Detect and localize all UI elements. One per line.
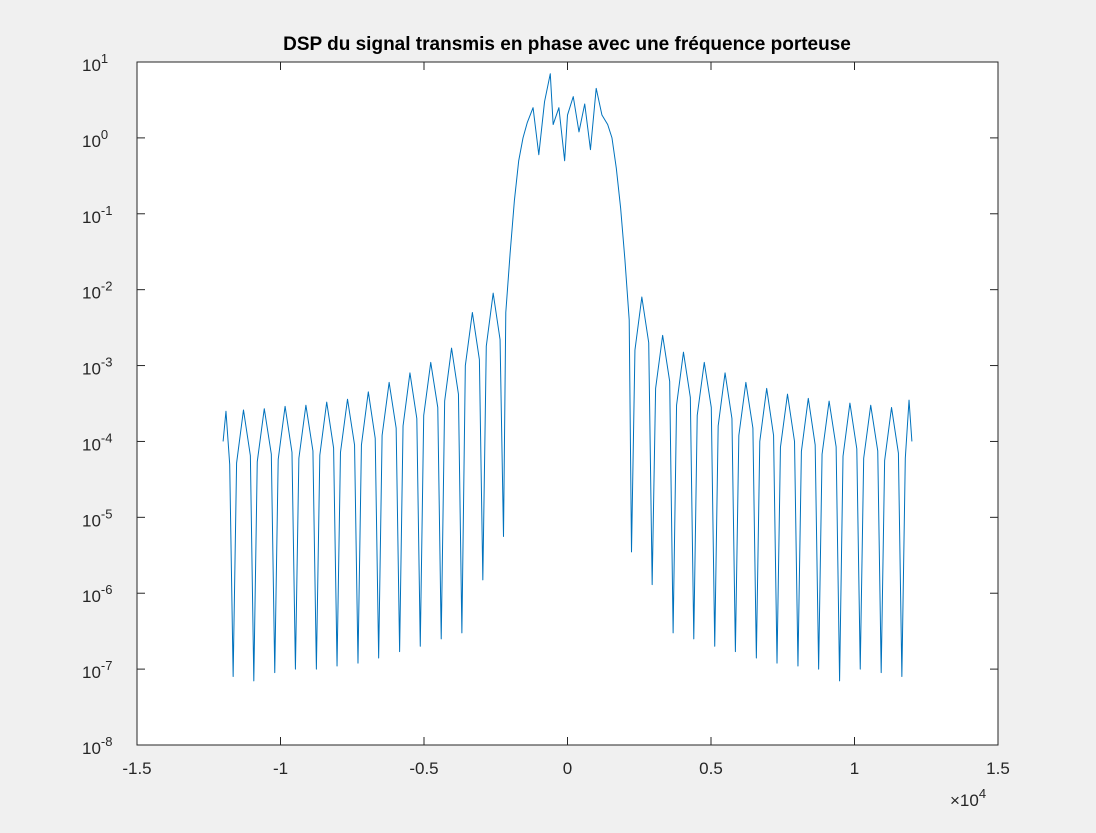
y-tick-label: 100 (82, 127, 108, 151)
x-tick-label: 0 (563, 759, 572, 778)
y-tick-label: 101 (82, 51, 108, 75)
plot-area (137, 62, 998, 745)
y-tick-label: 10-7 (82, 658, 112, 682)
y-tick-label: 10-1 (82, 203, 112, 227)
x-tick-label: 1.5 (986, 759, 1010, 778)
x-tick-label: 0.5 (699, 759, 723, 778)
chart-title: DSP du signal transmis en phase avec une… (283, 34, 851, 55)
x-tick-label: -1 (273, 759, 288, 778)
x-tick-label: -0.5 (409, 759, 438, 778)
y-tick-label: 10-8 (82, 734, 112, 758)
y-tick-label: 10-5 (82, 506, 112, 530)
x-exponent-label: ×104 (950, 786, 986, 810)
y-tick-label: 10-3 (82, 355, 112, 379)
x-tick-label: -1.5 (122, 759, 151, 778)
data-line (222, 73, 913, 682)
y-tick-label: 10-2 (82, 279, 112, 303)
y-tick-label: 10-4 (82, 430, 112, 454)
y-tick-label: 10-6 (82, 582, 112, 606)
x-tick-label: 1 (850, 759, 859, 778)
